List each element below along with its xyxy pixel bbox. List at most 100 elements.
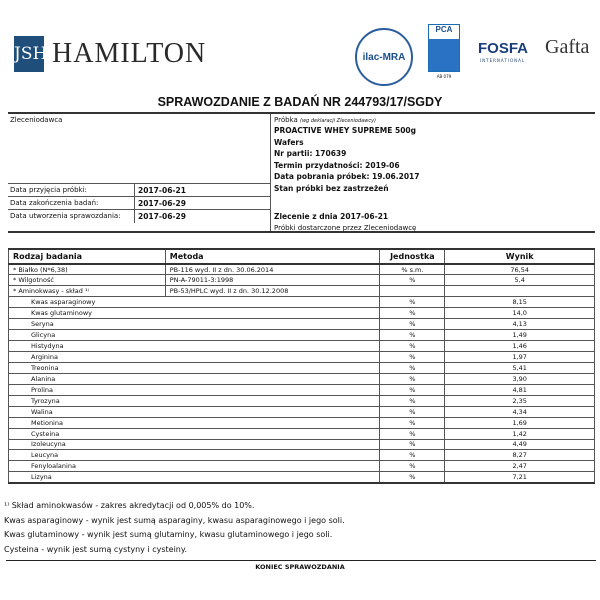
date-label: Data utworzenia sprawozdania: bbox=[10, 212, 121, 220]
pca-logo: PCA bbox=[428, 24, 460, 72]
date-row: Data przyjęcia próbki: 2017-06-21 bbox=[8, 183, 270, 197]
date-label: Data zakończenia badań: bbox=[10, 199, 99, 207]
gafta-logo: Gafta bbox=[545, 36, 590, 58]
amino-name: Cysteina bbox=[7, 427, 381, 440]
company-name: HAMILTON bbox=[52, 38, 207, 69]
table-row: Seryna % 4,13 bbox=[7, 318, 595, 331]
table-row: * Wilgotność PN-A-79011-3:1998 % 5,4 bbox=[8, 274, 595, 287]
amino-name: Seryna bbox=[7, 318, 381, 331]
amino-name: Izoleucyna bbox=[7, 438, 381, 451]
pca-code: AB 079 bbox=[436, 74, 452, 79]
test-unit: % bbox=[379, 274, 446, 287]
footnote: ¹⁾ Skład aminokwasów - zakres akredytacj… bbox=[4, 501, 255, 510]
amino-name: Glicyna bbox=[7, 329, 381, 342]
amino-unit: % bbox=[379, 307, 446, 320]
footnote: Kwas glutaminowy - wynik jest sumą gluta… bbox=[4, 530, 333, 539]
test-method: PB-116 wyd. II z dn. 30.06.2014 bbox=[164, 263, 381, 276]
end-of-report: KONIEC SPRAWOZDANIA bbox=[255, 563, 345, 571]
client-label: Zleceniodawca bbox=[10, 116, 63, 124]
amino-name: Arginina bbox=[7, 351, 381, 363]
footnote: Cysteina - wynik jest sumą cystyny i cys… bbox=[4, 544, 188, 554]
amino-result: 1,49 bbox=[444, 329, 595, 342]
date-value: 2017-06-29 bbox=[138, 212, 186, 221]
header-result: Wynik bbox=[444, 248, 595, 265]
table-row: Tyrozyna % 2,35 bbox=[7, 394, 595, 407]
sample-label: Próbka (wg deklaracji Zleceniodawcy) bbox=[274, 116, 376, 124]
amino-name: Treonina bbox=[7, 361, 381, 374]
amino-name: Kwas asparaginowy bbox=[7, 296, 381, 309]
ilac-mra-logo: ilac-MRA bbox=[355, 28, 413, 86]
table-row: Glicyna % 1,49 bbox=[7, 329, 595, 342]
table-row: Alanina % 3,90 bbox=[7, 372, 595, 385]
report-title: SPRAWOZDANIE Z BADAŃ NR 244793/17/SGDY bbox=[157, 95, 443, 109]
amino-result: 2,47 bbox=[444, 460, 595, 473]
results-table: Rodzaj badania Metoda Jednostka Wynik * … bbox=[7, 248, 595, 484]
sample-line: PROACTIVE WHEY SUPREME 500g bbox=[274, 126, 417, 135]
test-unit: % s.m. bbox=[379, 263, 446, 276]
table-row: Kwas glutaminowy % 14,0 bbox=[7, 307, 595, 320]
amino-name: Prolina bbox=[7, 383, 381, 396]
amino-unit: % bbox=[379, 471, 446, 484]
table-row: Histydyna % 1,46 bbox=[7, 340, 595, 352]
amino-unit: % bbox=[379, 372, 446, 385]
header-method: Metoda bbox=[164, 248, 381, 265]
amino-name: Kwas glutaminowy bbox=[7, 307, 381, 320]
date-row: Data zakończenia badań: 2017-06-29 bbox=[8, 196, 270, 210]
table-row: Cysteina % 1,42 bbox=[7, 427, 595, 440]
date-row: Data utworzenia sprawozdania: 2017-06-29 bbox=[8, 209, 270, 223]
fosfa-logo: FOSFA bbox=[478, 40, 529, 57]
amino-name: Histydyna bbox=[7, 340, 381, 352]
amino-result: 1,97 bbox=[444, 351, 595, 363]
amino-name: Walina bbox=[7, 405, 381, 418]
amino-unit: % bbox=[379, 296, 446, 309]
table-header-row: Rodzaj badania Metoda Jednostka Wynik bbox=[8, 248, 595, 265]
header-type: Rodzaj badania bbox=[8, 248, 166, 265]
amino-unit: % bbox=[379, 405, 446, 418]
table-row: Kwas asparaginowy % 8,15 bbox=[7, 296, 595, 309]
amino-result: 4,34 bbox=[444, 405, 595, 418]
table-row: * Białko (N*6,38) PB-116 wyd. II z dn. 3… bbox=[8, 263, 595, 276]
fosfa-subtitle: INTERNATIONAL bbox=[480, 58, 526, 63]
table-row: Treonina % 5,41 bbox=[7, 361, 595, 374]
amino-name: Metionina bbox=[7, 416, 381, 429]
amino-result: 7,21 bbox=[444, 471, 595, 484]
amino-result: 14,0 bbox=[444, 307, 595, 320]
hamilton-logo-mark: JSH bbox=[14, 36, 47, 72]
table-row: Arginina % 1,97 bbox=[7, 351, 595, 363]
table-row: Fenyloalanina % 2,47 bbox=[7, 460, 595, 473]
amino-unit: % bbox=[379, 340, 446, 352]
sample-line: Wafers bbox=[274, 137, 304, 147]
amino-result: 1,46 bbox=[444, 340, 595, 352]
test-name: * Białko (N*6,38) bbox=[8, 263, 166, 276]
test-result: 76,54 bbox=[444, 263, 595, 276]
header-unit: Jednostka bbox=[379, 248, 446, 265]
table-row: * Aminokwasy - skład ¹⁾ PB-53/HPLC wyd. … bbox=[8, 285, 595, 298]
amino-name: Alanina bbox=[7, 372, 381, 385]
amino-unit: % bbox=[379, 394, 446, 407]
amino-result: 1,69 bbox=[444, 416, 595, 429]
amino-unit: % bbox=[379, 351, 446, 363]
order-date: Zlecenie z dnia 2017-06-21 bbox=[274, 212, 389, 221]
footnote: Kwas asparaginowy - wynik jest sumą aspa… bbox=[4, 515, 345, 525]
amino-result: 4,13 bbox=[444, 318, 595, 331]
table-row: Lizyna % 7,21 bbox=[7, 471, 595, 484]
test-method: PN-A-79011-3:1998 bbox=[164, 274, 381, 287]
sample-line: Nr partii: 170639 bbox=[274, 149, 347, 158]
info-block: Zleceniodawca Data przyjęcia próbki: 201… bbox=[8, 112, 595, 233]
amino-unit: % bbox=[379, 383, 446, 396]
amino-unit: % bbox=[379, 329, 446, 342]
table-row: Metionina % 1,69 bbox=[7, 416, 595, 429]
test-name: * Aminokwasy - skład ¹⁾ bbox=[8, 285, 166, 298]
amino-unit: % bbox=[379, 438, 446, 451]
amino-unit: % bbox=[379, 361, 446, 374]
sample-line: Data pobrania próbek: 19.06.2017 bbox=[274, 172, 420, 181]
amino-name: Fenyloalanina bbox=[7, 460, 381, 473]
sample-line: Stan próbki bez zastrzeżeń bbox=[274, 183, 389, 193]
date-value: 2017-06-29 bbox=[138, 199, 186, 208]
amino-unit: % bbox=[379, 416, 446, 429]
test-method: PB-53/HPLC wyd. II z dn. 30.12.2008 bbox=[164, 285, 381, 298]
test-unit bbox=[379, 285, 446, 298]
amino-result: 8,15 bbox=[444, 296, 595, 309]
amino-result: 2,35 bbox=[444, 394, 595, 407]
amino-result: 4,49 bbox=[444, 438, 595, 451]
